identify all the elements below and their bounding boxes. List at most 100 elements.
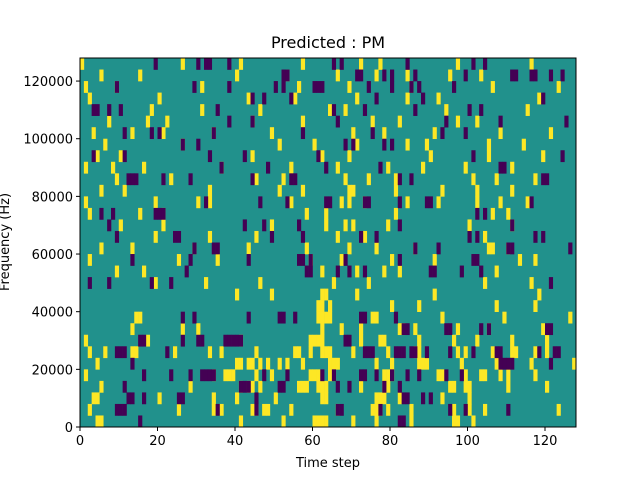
- heatmap-cell-low: [397, 415, 402, 428]
- heatmap-cell-high: [506, 207, 511, 220]
- heatmap-cell-low: [444, 369, 449, 382]
- heatmap-cell-high: [312, 138, 317, 151]
- heatmap-cell-high: [134, 311, 139, 324]
- heatmap-cell-low: [242, 380, 247, 393]
- heatmap-cell-low: [405, 392, 410, 405]
- heatmap-cell-high: [297, 346, 302, 359]
- heatmap-cell-high: [351, 127, 356, 140]
- heatmap-cell-low: [328, 196, 333, 209]
- heatmap-cell-low: [475, 254, 480, 266]
- heatmap-cell-high: [161, 219, 166, 232]
- heatmap-cell-high: [374, 392, 379, 405]
- heatmap-cell-high: [533, 369, 538, 382]
- heatmap-cell-low: [297, 254, 302, 266]
- heatmap-cell-low: [568, 242, 573, 255]
- heatmap-cell-high: [390, 357, 395, 370]
- heatmap-cell-high: [335, 69, 340, 82]
- heatmap-cell-high: [374, 403, 379, 416]
- heatmap-cell-low: [204, 58, 209, 70]
- heatmap-cell-high: [238, 357, 244, 370]
- heatmap-cell-high: [467, 392, 472, 405]
- heatmap-cell-high: [153, 196, 158, 209]
- heatmap-cell-high: [331, 277, 337, 289]
- heatmap-cell-low: [262, 219, 267, 232]
- heatmap-cell-high: [328, 357, 333, 370]
- heatmap-cell-high: [490, 242, 495, 255]
- heatmap-cell-low: [227, 58, 232, 70]
- heatmap-cell-high: [324, 392, 329, 405]
- heatmap-cell-high: [149, 104, 154, 116]
- heatmap-cell-low: [382, 138, 387, 151]
- heatmap-cell-high: [285, 357, 290, 370]
- heatmap-cell-low: [331, 104, 337, 116]
- heatmap-cell-low: [359, 369, 364, 382]
- heatmap-cell-low: [258, 196, 263, 209]
- heatmap-cell-low: [122, 346, 127, 359]
- heatmap-cell-low: [413, 69, 418, 82]
- heatmap-cell-high: [409, 415, 414, 428]
- heatmap-cell-low: [397, 196, 402, 209]
- heatmap-cell-low: [401, 323, 406, 336]
- x-axis: 0 20 40 60 80 100 120: [76, 427, 557, 449]
- heatmap-cell-low: [397, 254, 402, 266]
- heatmap-cell-high: [440, 184, 445, 197]
- heatmap-cell-high: [254, 369, 259, 382]
- heatmap-cell-low: [122, 380, 127, 393]
- heatmap-cell-low: [316, 81, 321, 93]
- x-tick-label: 100: [455, 434, 480, 449]
- heatmap-cell-low: [111, 207, 116, 220]
- heatmap-cell-low: [126, 392, 131, 405]
- heatmap-cell-high: [138, 69, 143, 82]
- heatmap-cell-high: [99, 184, 104, 197]
- heatmap-cell-high: [281, 415, 286, 428]
- heatmap-cell-low: [169, 369, 174, 382]
- heatmap-cell-low: [409, 346, 414, 359]
- heatmap-cell-low: [397, 380, 402, 393]
- heatmap-cell-low: [459, 369, 464, 382]
- heatmap-cell-low: [366, 346, 371, 359]
- heatmap-cell-high: [386, 369, 391, 382]
- heatmap-cell-high: [533, 300, 538, 312]
- heatmap-cell-high: [463, 161, 468, 174]
- heatmap-cell-high: [393, 207, 399, 220]
- heatmap-cell-high: [498, 127, 503, 140]
- heatmap-cell-high: [568, 311, 573, 324]
- heatmap-cell-high: [355, 138, 360, 151]
- heatmap-cell-high: [211, 403, 216, 416]
- heatmap-cell-low: [308, 265, 313, 278]
- x-tick-label: 80: [382, 434, 399, 449]
- heatmap-cell-high: [432, 288, 437, 301]
- heatmap-cell-low: [192, 81, 197, 93]
- heatmap-cell-low: [238, 380, 244, 393]
- heatmap-cell-high: [498, 196, 503, 209]
- heatmap-cell-high: [293, 92, 298, 105]
- heatmap-cell-high: [572, 357, 577, 370]
- heatmap-cell-high: [324, 380, 329, 393]
- heatmap-cell-high: [343, 219, 348, 232]
- heatmap-cell-high: [304, 207, 309, 220]
- heatmap-cell-low: [359, 230, 364, 243]
- heatmap-cell-low: [262, 92, 267, 105]
- heatmap-cell-high: [176, 254, 182, 266]
- heatmap-cell-high: [393, 184, 399, 197]
- heatmap-cell-high: [300, 357, 306, 370]
- heatmap-cell-low: [401, 346, 406, 359]
- heatmap-cell-low: [424, 196, 430, 209]
- heatmap-cell-low: [560, 150, 565, 163]
- heatmap-cell-high: [231, 369, 236, 382]
- heatmap-cell-high: [304, 242, 309, 255]
- heatmap-cell-low: [324, 161, 329, 174]
- heatmap-cell-high: [409, 403, 414, 416]
- heatmap-cell-high: [386, 161, 391, 174]
- heatmap-cell-high: [300, 380, 306, 393]
- heatmap-cell-high: [351, 415, 356, 428]
- heatmap-cell-low: [498, 346, 503, 359]
- heatmap-cell-high: [475, 184, 480, 197]
- heatmap-cell-low: [176, 230, 182, 243]
- heatmap-cell-high: [537, 288, 542, 301]
- heatmap-cell-low: [227, 81, 232, 93]
- heatmap-cell-low: [250, 92, 255, 105]
- heatmap-cell-high: [250, 150, 255, 163]
- heatmap-cell-high: [421, 161, 426, 174]
- heatmap-cell-low: [180, 311, 185, 324]
